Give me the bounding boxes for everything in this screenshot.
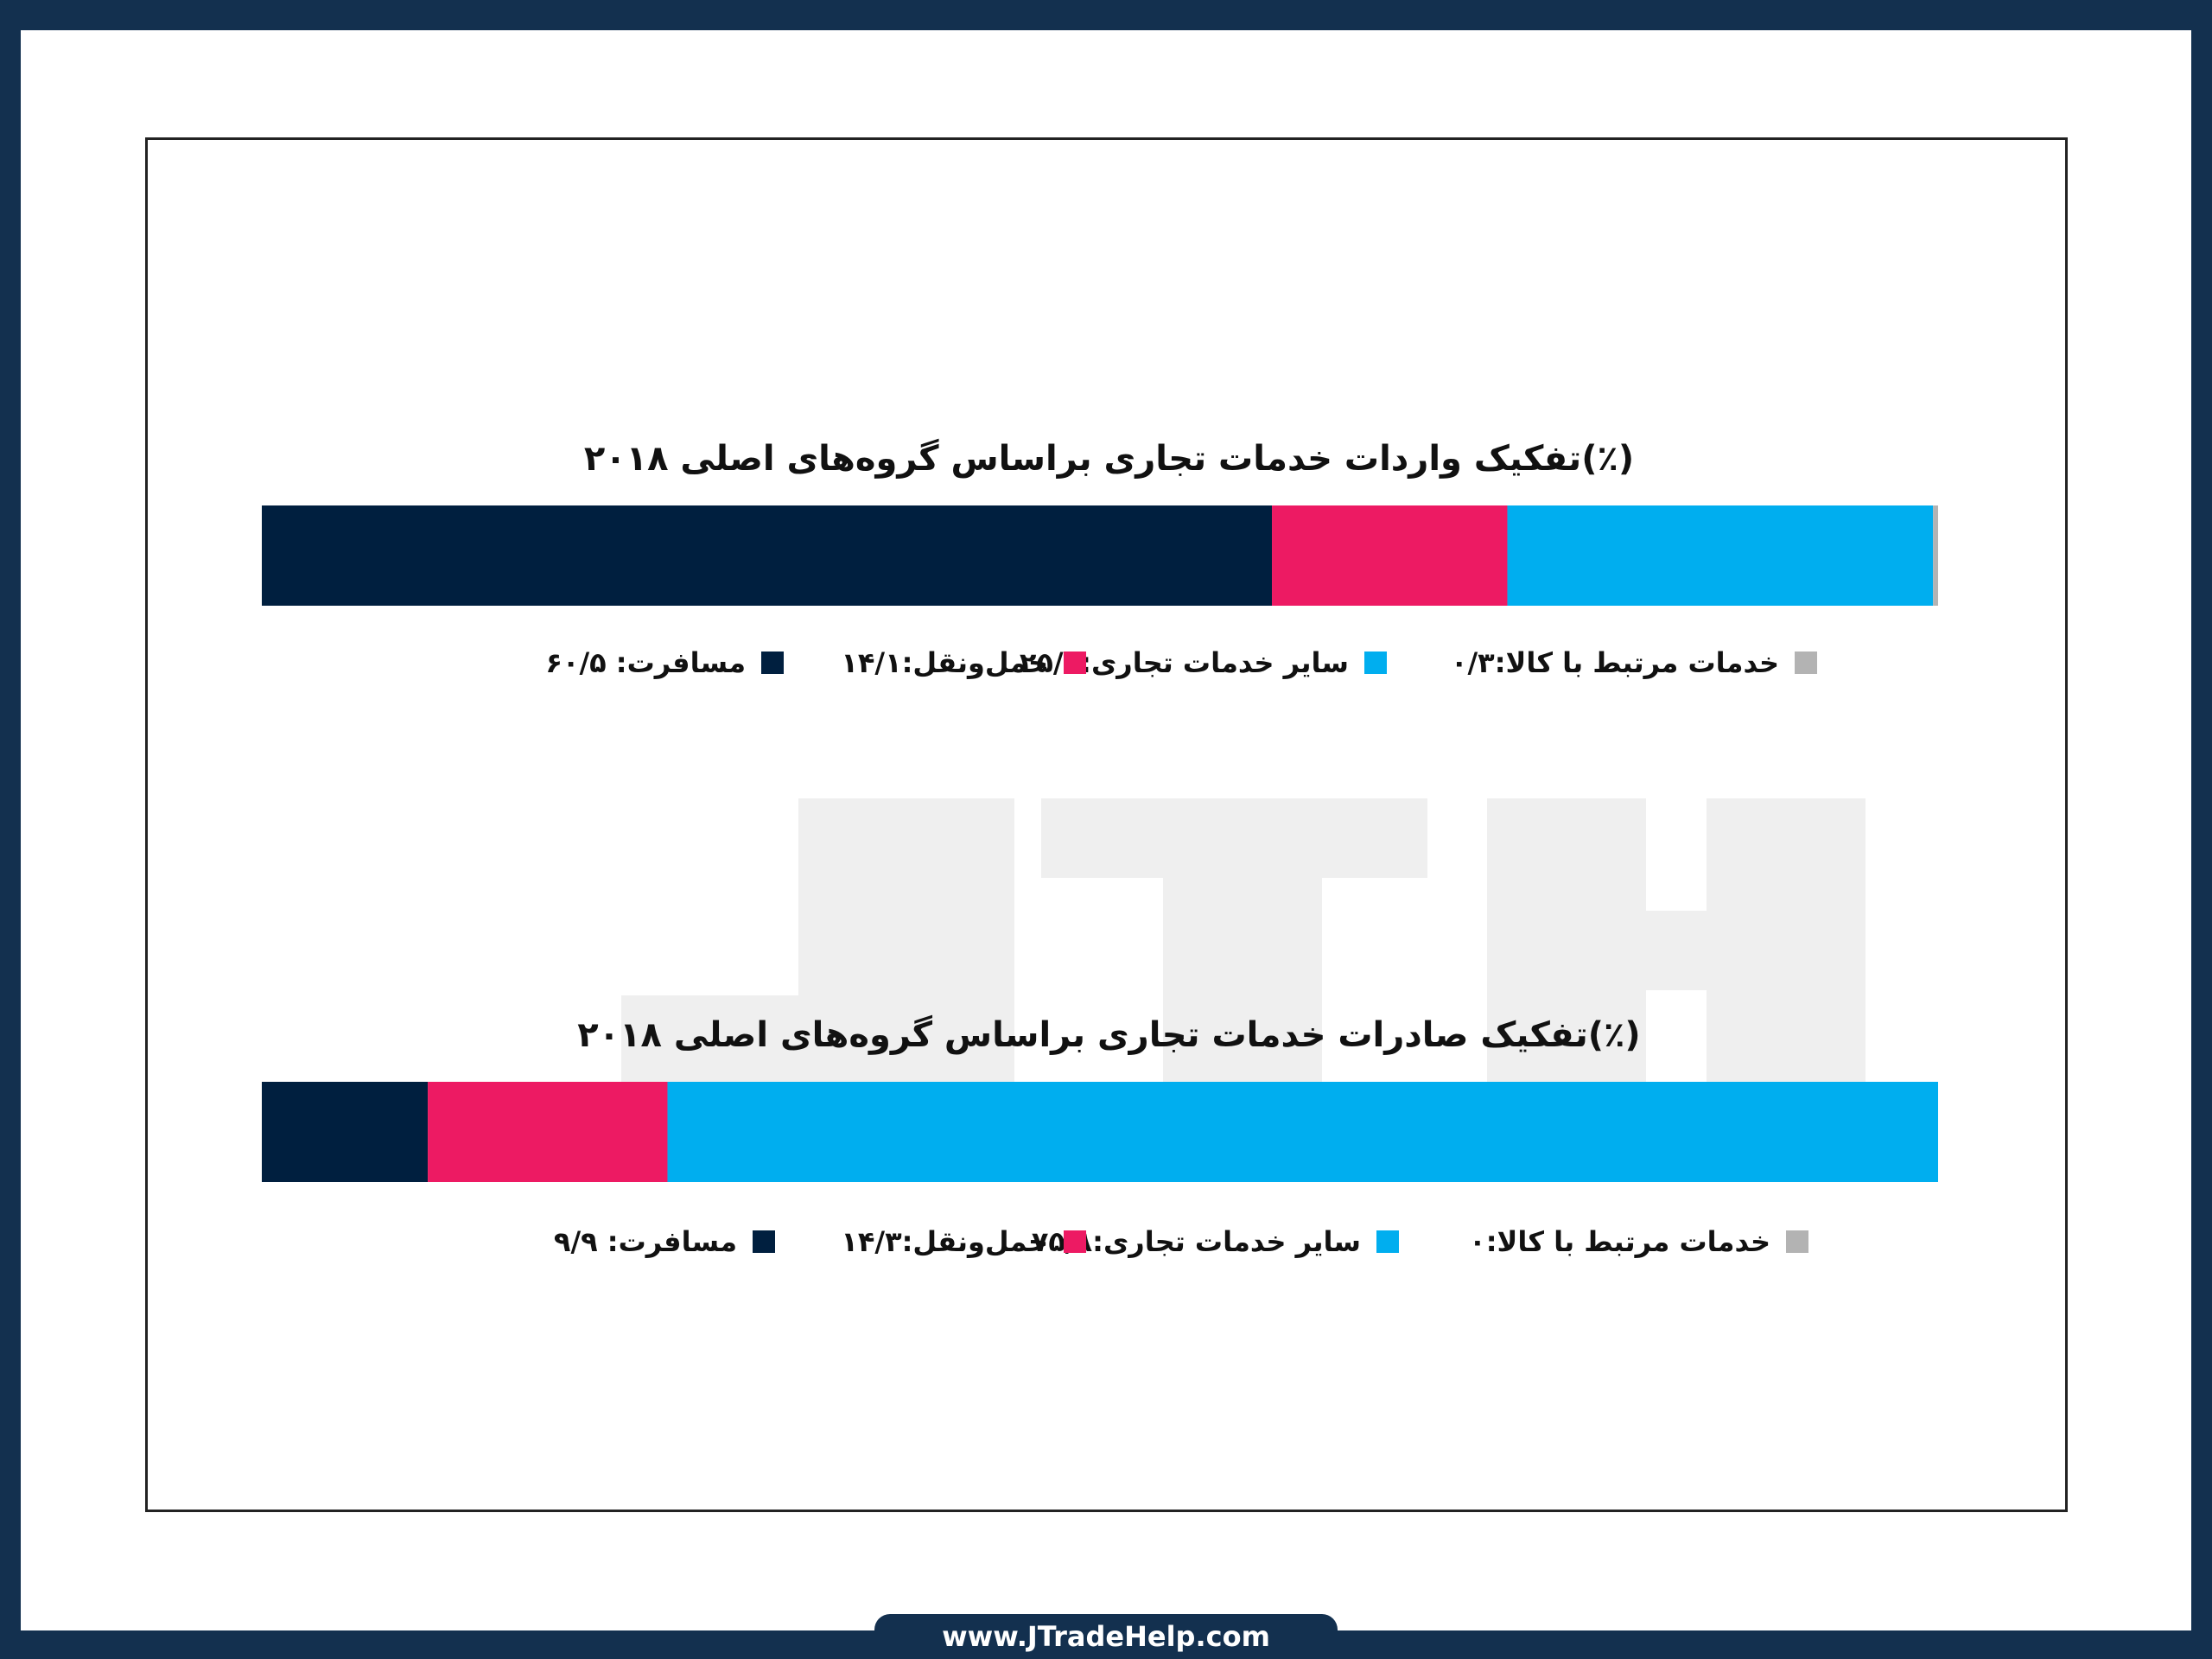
segment-travel-bar [262, 505, 1273, 606]
legend-label: حمل‌ونقل:۱۴/۳ [841, 1225, 1048, 1258]
exports-legend: خدمات مرتبط با کالا:۰ سایر خدمات تجاری:۷… [148, 1220, 2070, 1263]
legend-label: خدمات مرتبط با کالا:۰/۳ [1450, 646, 1779, 679]
segment-transport-bar [1272, 505, 1508, 606]
legend-swatch-gray [1795, 652, 1817, 674]
imports-chart-title: تفکیک واردات خدمات تجاری براساس گروه‌های… [583, 439, 1635, 479]
legend-label: سایر خدمات تجاری:۲۵/۵ [1019, 646, 1349, 679]
imports-stacked-bar [262, 505, 1938, 606]
legend-label: مسافرت: ۶۰/۵ [545, 646, 746, 679]
imports-legend-travel: مسافرت: ۶۰/۵ [545, 641, 784, 684]
legend-swatch-pink [1064, 1230, 1086, 1253]
legend-swatch-cyan [1376, 1230, 1399, 1253]
segment-goods-related-bar [1933, 505, 1938, 606]
stacked-bar-svg [262, 505, 1938, 606]
legend-swatch-gray [1786, 1230, 1808, 1253]
footer-tab: www.JTradeHelp.com [874, 1614, 1338, 1659]
legend-swatch-cyan [1364, 652, 1387, 674]
legend-swatch-navy [753, 1230, 775, 1253]
imports-legend-transport: حمل‌ونقل:۱۴/۱ [841, 641, 1086, 684]
exports-chart-title: تفکیک صادرات خدمات تجاری براساس گروه‌های… [577, 1015, 1641, 1055]
legend-swatch-pink [1064, 652, 1086, 674]
chart-frame: تفکیک واردات خدمات تجاری براساس گروه‌های… [145, 137, 2068, 1512]
segment-travel-bar [262, 1082, 429, 1182]
exports-legend-goods-services: خدمات مرتبط با کالا:۰ [1469, 1220, 1808, 1263]
imports-legend: خدمات مرتبط با کالا:۰/۳ سایر خدمات تجاری… [148, 641, 2070, 684]
exports-legend-other-business: سایر خدمات تجاری:۷۵/۸ [1032, 1220, 1399, 1263]
legend-label: مسافرت: ۹/۹ [553, 1225, 737, 1258]
jth-watermark-logo [621, 798, 1866, 1082]
stacked-bar-svg [262, 1082, 1938, 1182]
segment-other-business-bar [667, 1082, 1938, 1182]
segment-other-business-bar [1507, 505, 1934, 606]
exports-stacked-bar [262, 1082, 1938, 1182]
footer-website-url[interactable]: www.JTradeHelp.com [942, 1620, 1270, 1653]
legend-swatch-navy [761, 652, 784, 674]
exports-legend-travel: مسافرت: ۹/۹ [554, 1220, 775, 1263]
exports-legend-transport: حمل‌ونقل:۱۴/۳ [841, 1220, 1086, 1263]
legend-label: خدمات مرتبط با کالا:۰ [1469, 1225, 1770, 1258]
page-background: تفکیک واردات خدمات تجاری براساس گروه‌های… [21, 30, 2191, 1630]
imports-legend-other-business: سایر خدمات تجاری:۲۵/۵ [1020, 641, 1387, 684]
legend-label: حمل‌ونقل:۱۴/۱ [841, 646, 1048, 679]
segment-transport-bar [428, 1082, 668, 1182]
imports-legend-goods-services: خدمات مرتبط با کالا:۰/۳ [1451, 641, 1817, 684]
